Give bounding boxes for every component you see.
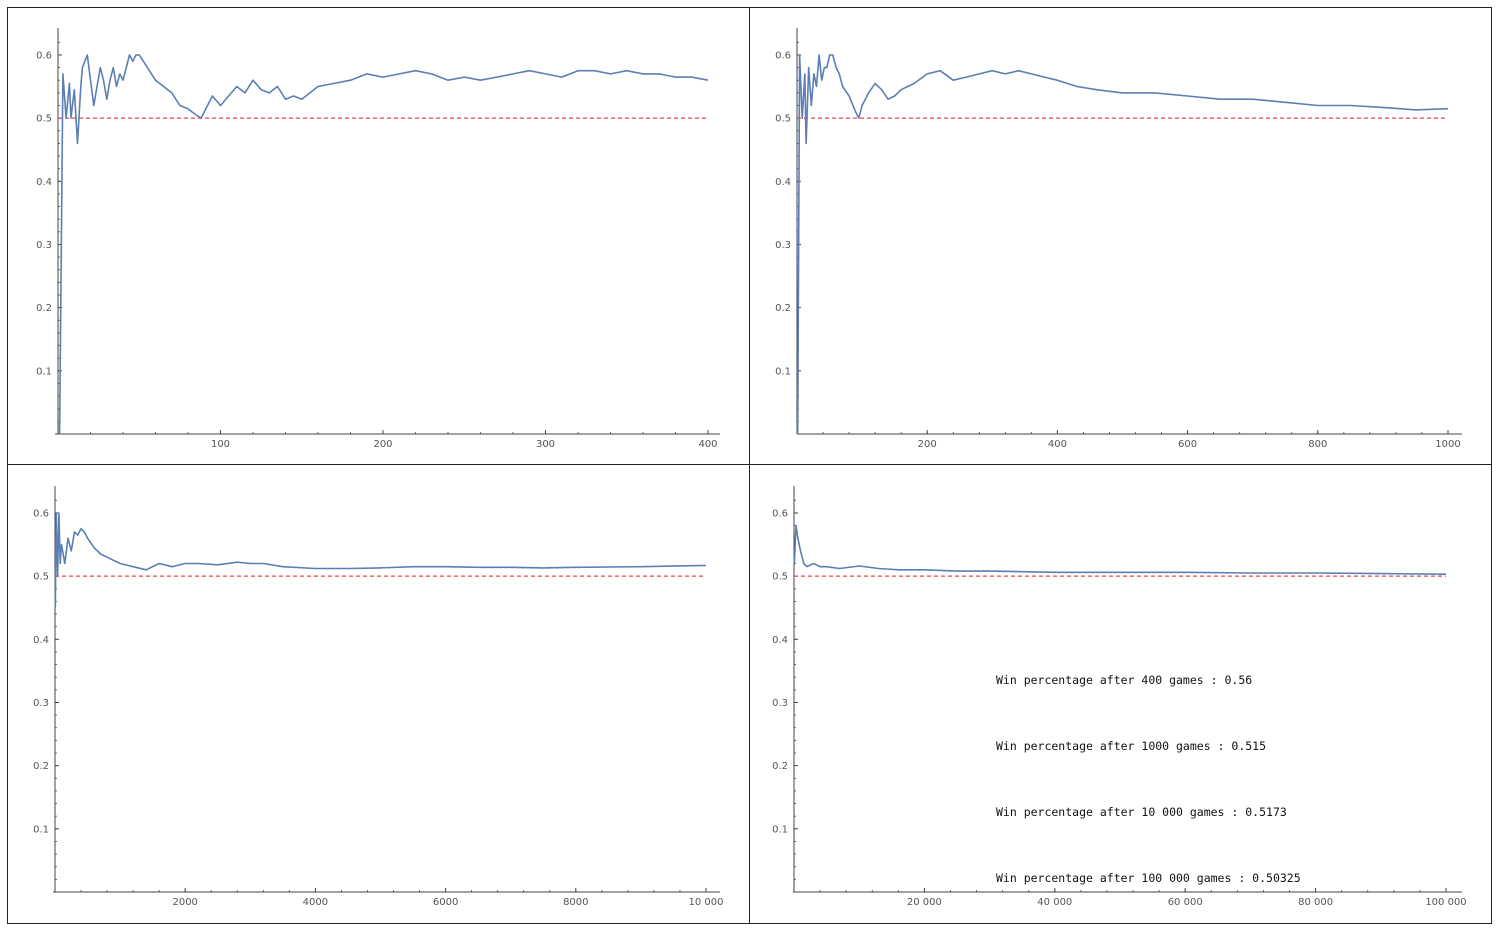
y-tick-label: 0.2 [33,761,49,772]
y-tick-label: 0.1 [36,366,52,377]
win-percentage-summary: Win percentage after 400 games : 0.56 Wi… [996,625,1301,911]
series-line [58,54,709,435]
chart-panel-1000: 200 400 600 800 1000 0.1 0.2 0.3 0.4 0.5 0.6 [750,8,1491,464]
stat-line-100000: Win percentage after 100 000 games : 0.5… [996,871,1301,885]
x-tick-label: 80 000 [1298,897,1333,908]
x-tick-label: 60 000 [1168,897,1203,908]
y-tick-label: 0.2 [772,761,788,772]
y-tick-label: 0.3 [36,240,52,251]
x-tick-label: 40 000 [1037,897,1072,908]
y-tick-label: 0.1 [33,824,49,835]
x-tick-label: 6000 [433,897,458,908]
chart-10000: 2000 4000 6000 8000 10 000 0.1 0.2 0.3 0.4 0.5 0.6 [33,486,724,908]
x-tick-label: 2000 [172,897,197,908]
y-tick-label: 0.6 [772,508,788,519]
y-tick-label: 0.3 [772,698,788,709]
y-tick-label: 0.5 [775,114,791,125]
series-line [796,54,1449,435]
stat-line-1000: Win percentage after 1000 games : 0.515 [996,739,1267,753]
chart-panel-100000: 20 000 40 000 60 000 80 000 100 000 0.1 0.2 0.3… [750,465,1491,923]
chart-panel-400: 100 200 300 400 0.1 0.2 0.3 0.4 0.5 0.6 [8,8,749,464]
y-tick-label: 0.2 [775,303,791,314]
y-tick-label: 0.5 [772,572,788,583]
x-tick-label: 8000 [563,897,588,908]
x-tick-label: 200 [918,439,937,450]
y-tick-label: 0.1 [775,366,791,377]
y-tick-label: 0.5 [33,572,49,583]
y-tick-label: 0.6 [33,508,49,519]
x-tick-label: 400 [698,439,717,450]
y-tick-label: 0.2 [36,303,52,314]
x-tick-label: 100 [211,439,230,450]
y-tick-label: 0.6 [36,50,52,61]
chart-1000: 200 400 600 800 1000 0.1 0.2 0.3 0.4 0.5 0.6 [775,28,1462,450]
y-tick-label: 0.5 [36,114,52,125]
horizontal-divider [7,464,1492,465]
vertical-divider [749,7,750,924]
y-tick-label: 0.3 [33,698,49,709]
x-tick-label: 600 [1178,439,1197,450]
y-tick-label: 0.1 [772,824,788,835]
series-line [793,524,1447,575]
stat-line-400: Win percentage after 400 games : 0.56 [996,673,1253,687]
series-line [54,512,707,608]
x-tick-label: 1000 [1435,439,1460,450]
chart-400: 100 200 300 400 0.1 0.2 0.3 0.4 0.5 0.6 [36,28,720,450]
x-tick-label: 300 [536,439,555,450]
x-tick-label: 400 [1048,439,1067,450]
y-tick-label: 0.4 [36,177,52,188]
x-tick-label: 10 000 [689,897,724,908]
y-tick-label: 0.4 [775,177,791,188]
chart-panel-10000: 2000 4000 6000 8000 10 000 0.1 0.2 0.3 0.4 0.5 0.6 [8,465,749,923]
x-tick-label: 200 [373,439,392,450]
y-tick-label: 0.4 [33,635,49,646]
x-tick-label: 4000 [303,897,328,908]
y-tick-label: 0.3 [775,240,791,251]
x-tick-label: 20 000 [907,897,942,908]
x-tick-label: 800 [1308,439,1327,450]
y-tick-label: 0.4 [772,635,788,646]
y-tick-label: 0.6 [775,50,791,61]
stat-line-10000: Win percentage after 10 000 games : 0.51… [996,805,1287,819]
chart-100000: 20 000 40 000 60 000 80 000 100 000 0.1 0.2 0.3… [772,486,1467,908]
x-tick-label: 100 000 [1425,897,1466,908]
